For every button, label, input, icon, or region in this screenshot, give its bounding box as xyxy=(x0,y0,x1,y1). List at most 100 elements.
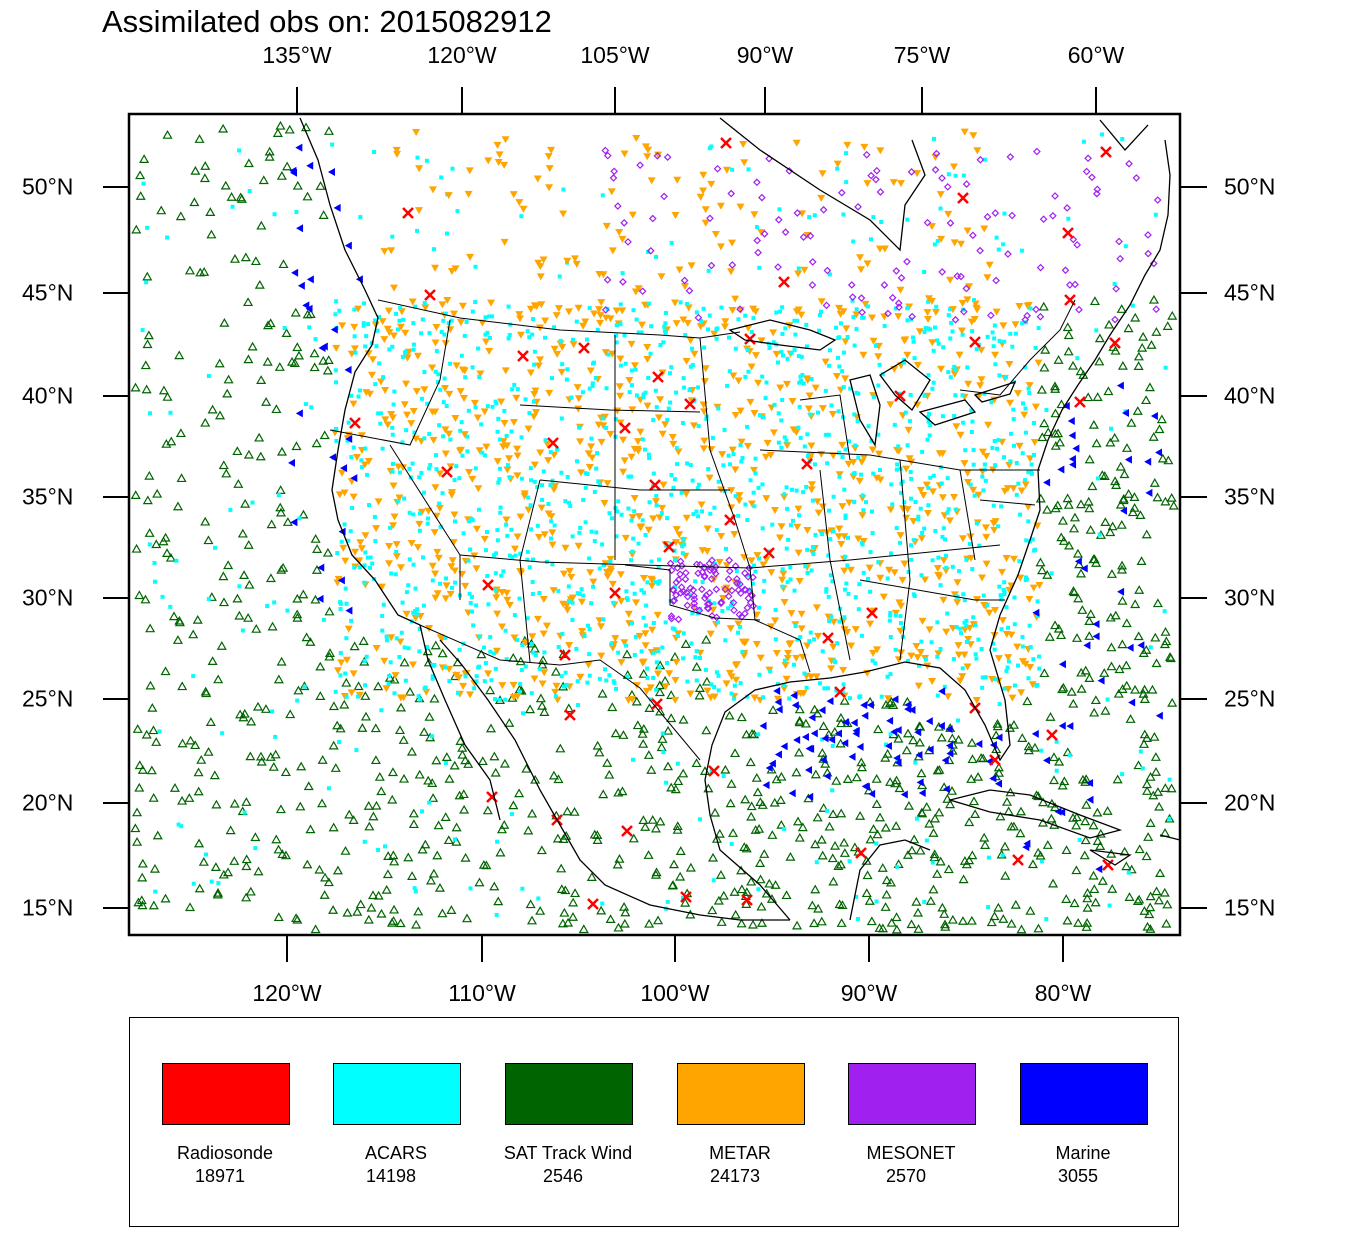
sat-wind-marker xyxy=(1154,424,1165,434)
radiosonde-marker xyxy=(741,894,753,906)
mesonet-marker xyxy=(1092,189,1101,198)
metar-marker xyxy=(925,626,934,634)
acars-marker xyxy=(1039,859,1044,864)
marine-marker xyxy=(1092,632,1100,641)
sat-wind-marker xyxy=(172,501,184,511)
sat-wind-marker xyxy=(1081,799,1092,809)
sat-wind-marker xyxy=(1049,381,1061,391)
acars-marker xyxy=(553,694,558,699)
sat-wind-marker xyxy=(1061,845,1072,855)
sat-wind-marker xyxy=(604,769,615,779)
metar-marker xyxy=(621,534,630,542)
metar-marker xyxy=(896,286,905,294)
metar-marker xyxy=(607,188,616,196)
acars-marker xyxy=(792,348,797,353)
sat-wind-marker xyxy=(597,688,608,698)
sat-wind-marker xyxy=(1083,496,1094,506)
sat-wind-marker xyxy=(348,815,359,824)
acars-marker xyxy=(971,298,976,303)
metar-marker xyxy=(916,486,925,494)
acars-marker xyxy=(877,362,882,367)
acars-marker xyxy=(793,332,798,337)
sat-wind-marker xyxy=(1103,386,1114,396)
acars-marker xyxy=(363,344,368,349)
radiosonde-marker xyxy=(708,765,720,777)
metar-marker xyxy=(842,325,851,333)
sat-wind-marker xyxy=(382,869,393,879)
sat-wind-marker xyxy=(668,880,679,889)
acars-marker xyxy=(879,220,884,225)
acars-marker xyxy=(685,301,690,306)
acars-marker xyxy=(885,576,890,581)
acars-marker xyxy=(632,591,637,596)
acars-marker xyxy=(377,314,382,319)
mesonet-marker xyxy=(728,586,736,595)
acars-marker xyxy=(936,341,941,346)
radiosonde-marker xyxy=(744,333,756,345)
acars-marker xyxy=(555,447,560,452)
metar-marker xyxy=(817,450,826,458)
acars-marker xyxy=(829,403,834,408)
acars-marker xyxy=(745,694,750,699)
marine-marker xyxy=(1057,465,1065,474)
sat-wind-marker xyxy=(192,614,203,624)
metar-marker xyxy=(690,350,699,358)
top-lon-label: 120°W xyxy=(427,42,497,68)
acars-marker xyxy=(843,516,848,521)
sat-wind-marker xyxy=(322,365,333,375)
acars-marker xyxy=(730,167,735,172)
acars-marker xyxy=(888,613,893,618)
sat-wind-marker xyxy=(1149,731,1160,741)
acars-marker xyxy=(798,380,803,385)
acars-marker xyxy=(788,523,793,528)
acars-marker xyxy=(459,353,464,358)
sat-wind-marker xyxy=(341,677,352,687)
sat-wind-marker xyxy=(1130,684,1141,694)
metar-marker xyxy=(530,675,539,683)
mesonet-marker xyxy=(872,166,881,175)
sat-wind-marker xyxy=(1040,344,1051,354)
marine-marker xyxy=(327,168,335,177)
metar-marker xyxy=(362,389,371,397)
mesonet-marker xyxy=(976,155,985,164)
metar-marker xyxy=(682,490,691,498)
sat-wind-marker xyxy=(866,916,877,926)
acars-marker xyxy=(760,526,765,531)
acars-marker xyxy=(489,678,494,683)
sat-wind-marker xyxy=(592,740,603,750)
sat-wind-marker xyxy=(1117,639,1128,649)
mesonet-marker xyxy=(760,229,769,238)
acars-marker xyxy=(525,329,530,334)
sat-wind-marker xyxy=(791,920,803,930)
marine-marker xyxy=(316,594,324,603)
sat-wind-marker xyxy=(232,446,243,456)
metar-marker xyxy=(402,380,411,388)
marine-marker xyxy=(306,275,314,284)
metar-marker xyxy=(456,319,465,327)
acars-marker xyxy=(754,224,759,229)
acars-marker xyxy=(1107,903,1112,908)
acars-marker xyxy=(240,628,245,633)
acars-marker xyxy=(352,307,357,312)
acars-marker xyxy=(654,405,659,410)
sat-wind-marker xyxy=(930,813,941,823)
acars-marker xyxy=(1016,481,1021,486)
sat-wind-marker xyxy=(1064,540,1075,550)
sat-wind-marker xyxy=(303,781,314,791)
acars-marker xyxy=(688,593,693,598)
metar-marker xyxy=(384,307,393,315)
marine-marker xyxy=(810,729,818,738)
sat-wind-marker xyxy=(255,451,266,461)
acars-marker xyxy=(645,580,650,585)
sat-wind-marker xyxy=(756,918,767,927)
acars-marker xyxy=(1021,401,1026,406)
acars-marker xyxy=(509,429,514,434)
metar-marker xyxy=(963,296,972,304)
metar-marker xyxy=(349,400,358,408)
metar-marker xyxy=(915,328,924,336)
metar-marker xyxy=(711,231,720,239)
mesonet-marker xyxy=(1112,284,1120,293)
acars-marker xyxy=(935,620,940,625)
acars-marker xyxy=(276,493,281,498)
sat-wind-marker xyxy=(1033,791,1044,801)
